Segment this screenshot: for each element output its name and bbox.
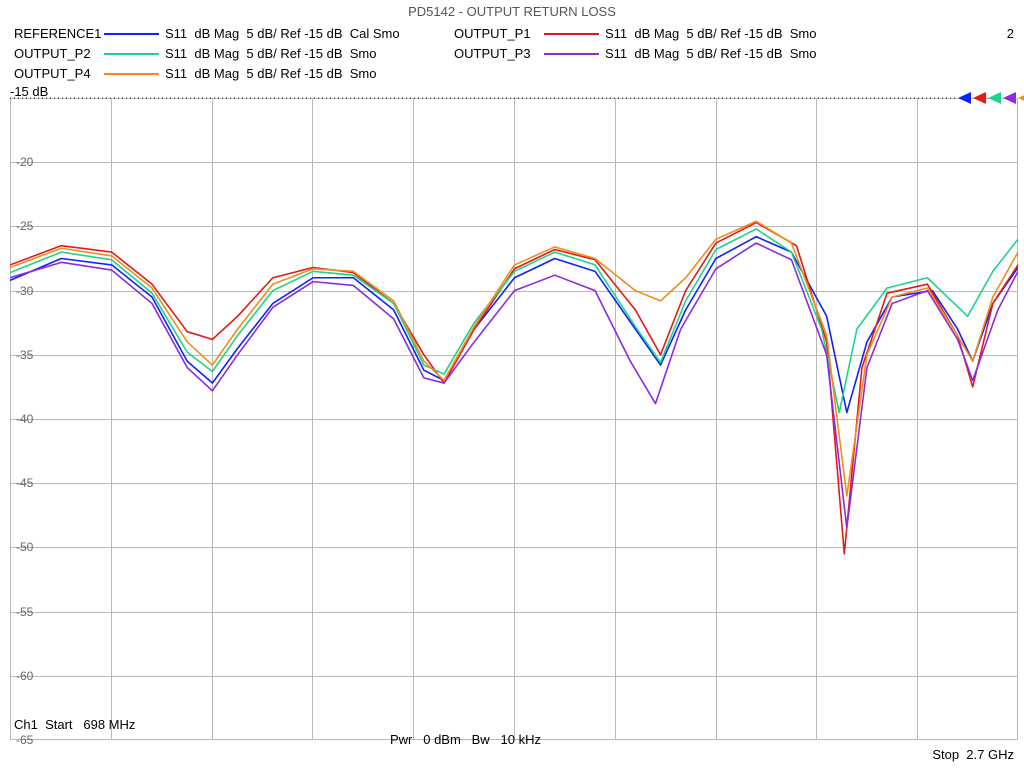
legend-swatch [104,33,159,35]
legend-item-desc: S11 dB Mag 5 dB/ Ref -15 dB Smo [605,24,816,44]
legend-item-desc: S11 dB Mag 5 dB/ Ref -15 dB Cal Smo [165,24,400,44]
y-tick-label: -55 [16,605,33,619]
y-tick-label: -30 [16,284,33,298]
y-tick-label: -35 [16,348,33,362]
y-tick-label: -25 [16,219,33,233]
footer-start: Ch1 Start 698 MHz [14,717,135,732]
legend: REFERENCE1 S11 dB Mag 5 dB/ Ref -15 dB Ca… [14,24,854,84]
legend-item: OUTPUT_P3 S11 dB Mag 5 dB/ Ref -15 dB Smo [454,44,854,64]
y-tick-label: -20 [16,155,33,169]
y-tick-label: -40 [16,412,33,426]
legend-swatch [104,53,159,55]
legend-swatch [104,73,159,75]
trace-markers [0,90,1024,106]
legend-swatch [544,53,599,55]
legend-item: OUTPUT_P1 S11 dB Mag 5 dB/ Ref -15 dB Smo [454,24,854,44]
legend-item: OUTPUT_P2 S11 dB Mag 5 dB/ Ref -15 dB Smo [14,44,414,64]
legend-item-desc: S11 dB Mag 5 dB/ Ref -15 dB Smo [165,64,376,84]
y-tick-label: -50 [16,540,33,554]
footer-mid: Pwr 0 dBm Bw 10 kHz [390,732,541,747]
y-tick-label: -60 [16,669,33,683]
legend-item-name: OUTPUT_P2 [14,44,104,64]
legend-item-name: OUTPUT_P3 [454,44,544,64]
legend-item-name: REFERENCE1 [14,24,104,44]
footer: Ch1 Start 698 MHz Pwr 0 dBm Bw 10 kHz St… [0,702,1024,762]
legend-item-desc: S11 dB Mag 5 dB/ Ref -15 dB Smo [165,44,376,64]
legend-item-desc: S11 dB Mag 5 dB/ Ref -15 dB Smo [605,44,816,64]
page-indicator: 2 [1007,26,1014,41]
legend-item-name: OUTPUT_P4 [14,64,104,84]
page-title: PD5142 - OUTPUT RETURN LOSS [0,4,1024,19]
legend-item: REFERENCE1 S11 dB Mag 5 dB/ Ref -15 dB Ca… [14,24,414,44]
legend-swatch [544,33,599,35]
footer-stop: Stop 2.7 GHz [932,747,1014,762]
chart-plot-area [10,98,1018,740]
legend-item: OUTPUT_P4 S11 dB Mag 5 dB/ Ref -15 dB Smo [14,64,414,84]
y-tick-label: -45 [16,476,33,490]
legend-item-name: OUTPUT_P1 [454,24,544,44]
